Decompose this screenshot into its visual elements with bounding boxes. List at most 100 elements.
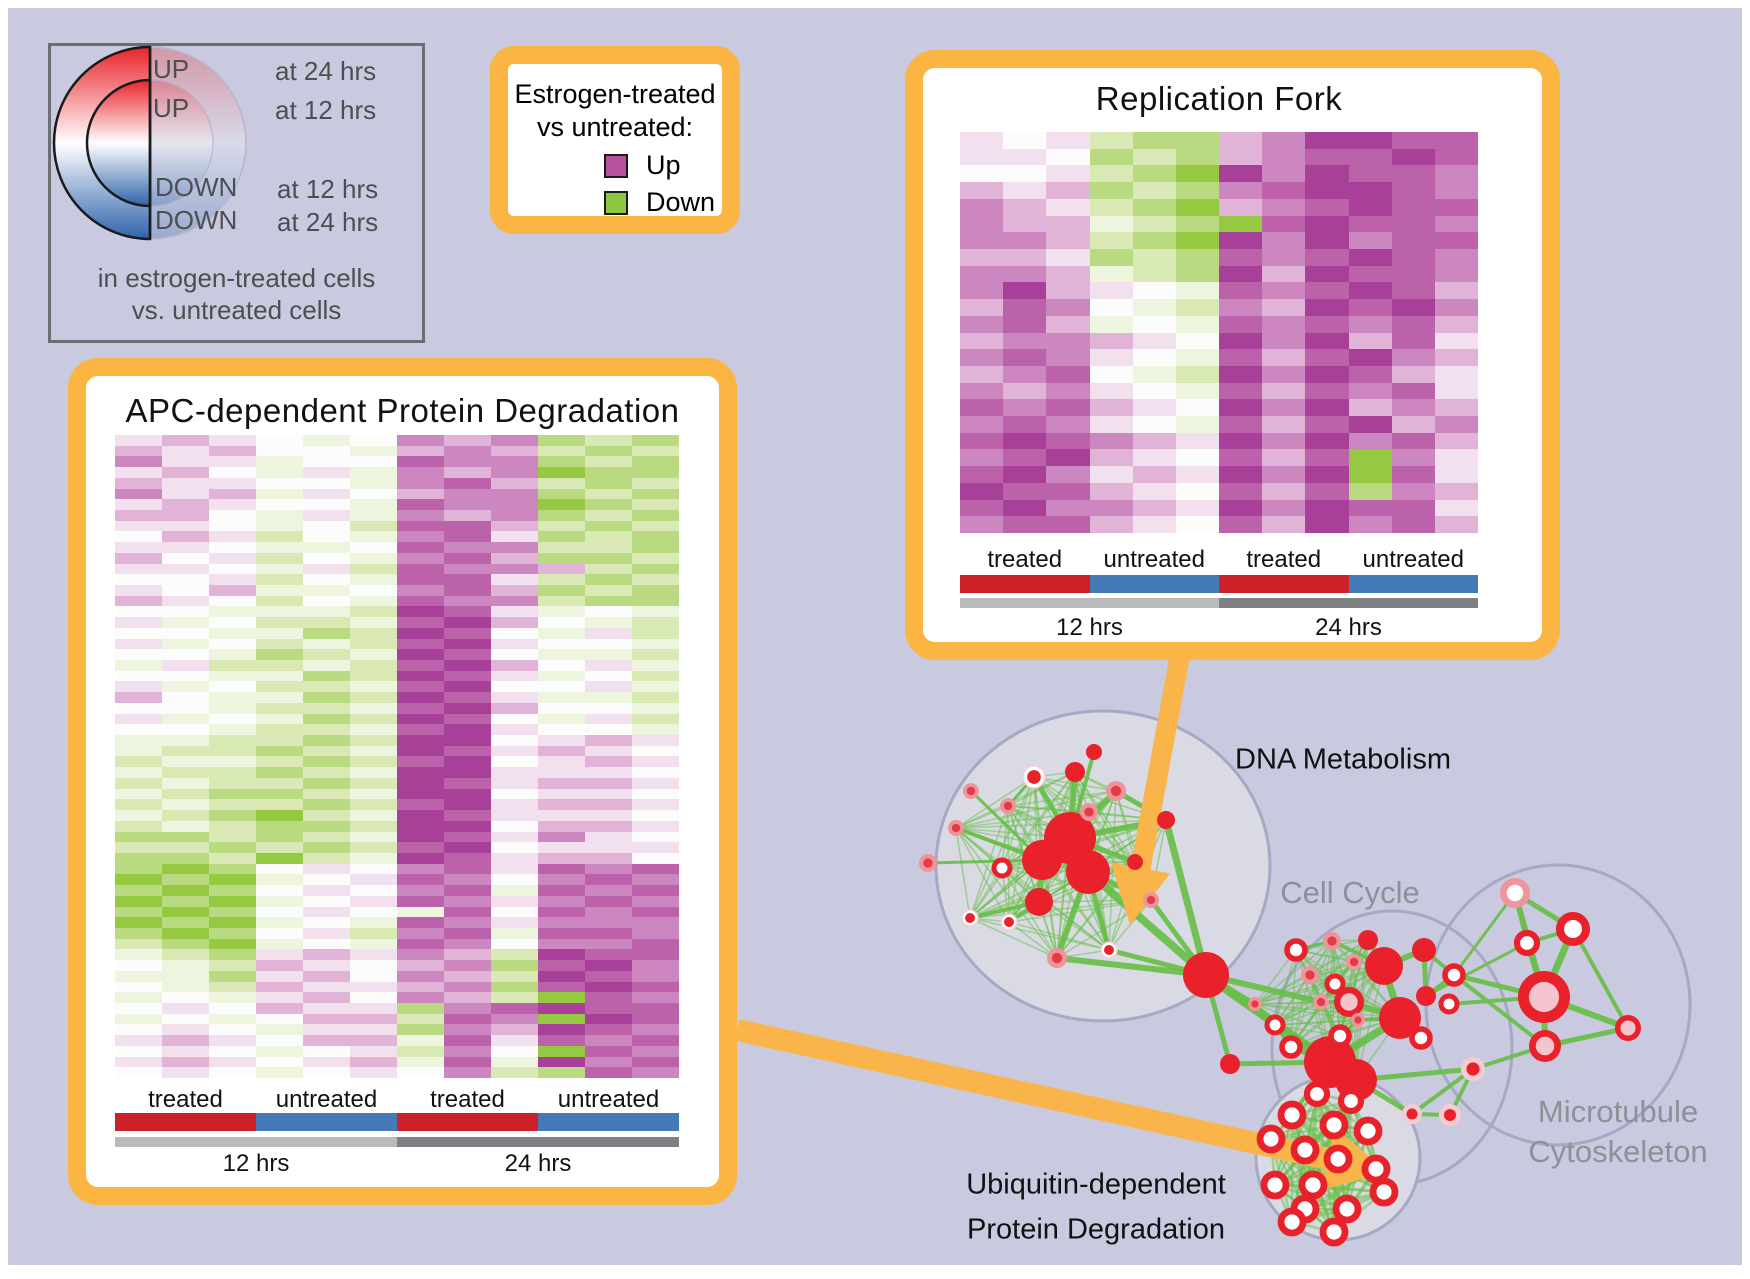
heatmap-cell [1262, 482, 1306, 500]
heatmap-cell [960, 215, 1004, 233]
heatmap-cell [1262, 148, 1306, 166]
gene-node-core [1251, 1000, 1259, 1008]
network-label-ubiquitin-dependent: Ubiquitin-dependent [966, 1168, 1226, 1201]
heatmap-cell [162, 477, 209, 489]
heatmap-cell [397, 777, 444, 789]
heatmap-cell [115, 874, 162, 886]
heatmap-cell [115, 938, 162, 950]
heatmap-cell [1046, 232, 1090, 249]
replication-fork-heatmap [960, 132, 1478, 533]
heatmap-cell [538, 970, 585, 982]
heatmap-cell [350, 542, 397, 553]
heatmap-cell [444, 660, 491, 671]
heatmap-cell [209, 745, 256, 757]
gene-node-ring [1256, 1124, 1286, 1154]
gene-node-ring [1409, 1026, 1433, 1050]
heatmap-cell [444, 456, 491, 468]
heatmap-cell [538, 649, 585, 661]
heatmap-cell [162, 992, 209, 1003]
heatmap-cell [209, 874, 256, 886]
heatmap-cell [1391, 215, 1435, 233]
heatmap-cell [1262, 132, 1306, 149]
heatmap-cell [538, 1045, 585, 1057]
heatmap-cell [162, 510, 209, 521]
treatment-bar [256, 1113, 397, 1131]
heatmap-cell [209, 670, 256, 682]
gene-node-core [1027, 770, 1041, 784]
gene-node-core [1003, 801, 1013, 811]
heatmap-cell [1391, 365, 1435, 383]
network-edge [1162, 816, 1210, 979]
dna-core-mesh-edge [955, 827, 971, 919]
heatmap-cell [1175, 516, 1219, 533]
heatmap-cell [444, 767, 491, 778]
heatmap-cell [350, 810, 397, 821]
heatmap-cell [444, 531, 491, 543]
heatmap-cell [115, 435, 162, 446]
heatmap-cell [1175, 365, 1219, 383]
heatmap-cell [1175, 482, 1219, 500]
heatmap-cell [491, 1024, 538, 1036]
heatmap-cell [538, 660, 585, 671]
heatmap-cell [491, 1002, 538, 1014]
heatmap-cell [444, 638, 491, 650]
gene-node-ring [1361, 1154, 1391, 1184]
gene-node-solid [1025, 888, 1053, 916]
heatmap-cell [1305, 182, 1349, 199]
heatmap-cell [632, 949, 679, 961]
heatmap-cell [1434, 482, 1478, 500]
heatmap-cell [1175, 148, 1219, 166]
gene-node-solid [1416, 986, 1436, 1006]
heatmap-cell [162, 649, 209, 661]
heatmap-cell [1089, 232, 1133, 249]
heatmap-cell [491, 445, 538, 457]
heatmap-cell [1305, 148, 1349, 166]
heatmap-cell [1219, 132, 1263, 149]
heatmap-cell [115, 960, 162, 971]
heatmap-cell [1003, 499, 1047, 517]
heatmap-cell [491, 692, 538, 703]
heatmap-cell [1391, 466, 1435, 483]
heatmap-cell [1348, 332, 1392, 350]
heatmap-cell [303, 1045, 350, 1057]
gene-node-ring [1319, 1110, 1349, 1140]
heatmap-cell [303, 970, 350, 982]
heatmap-cell [397, 724, 444, 736]
heatmap-cell [1175, 165, 1219, 183]
heatmap-cell [115, 520, 162, 532]
heatmap-cell [491, 799, 538, 811]
heatmap-cell [1348, 482, 1392, 500]
heatmap-cell [115, 863, 162, 875]
heatmap-cell [256, 649, 303, 661]
gene-node-core [1327, 936, 1337, 946]
heatmap-cell [1434, 265, 1478, 283]
heatmap-cell [1132, 198, 1176, 216]
heatmap-cell [1262, 248, 1306, 266]
updown-dial-icon [52, 45, 247, 241]
heatmap-cell [303, 542, 350, 553]
heatmap-cell [209, 574, 256, 586]
heatmap-cell [1046, 248, 1090, 266]
heatmap-cell [1262, 516, 1306, 533]
heatmap-cell [585, 445, 632, 457]
heatmap-cell [1305, 215, 1349, 233]
heatmap-cell [1175, 416, 1219, 433]
condition-group-label: treated [148, 1086, 223, 1113]
heatmap-cell [115, 917, 162, 928]
heatmap-cell [397, 488, 444, 500]
heatmap-cell [585, 1002, 632, 1014]
heatmap-cell [397, 874, 444, 886]
heatmap-cell [444, 1045, 491, 1057]
treatment-bar [1219, 575, 1349, 593]
heatmap-cell [162, 563, 209, 575]
heatmap-cell [115, 724, 162, 736]
heatmap-cell [585, 585, 632, 596]
heatmap-cell [491, 927, 538, 939]
gene-node-ring [1442, 963, 1466, 987]
heatmap-cell [397, 445, 444, 457]
heatmap-cell [1089, 382, 1133, 400]
heatmap-cell [162, 895, 209, 907]
heatmap-cell [397, 1045, 444, 1057]
heatmap-cell [538, 445, 585, 457]
